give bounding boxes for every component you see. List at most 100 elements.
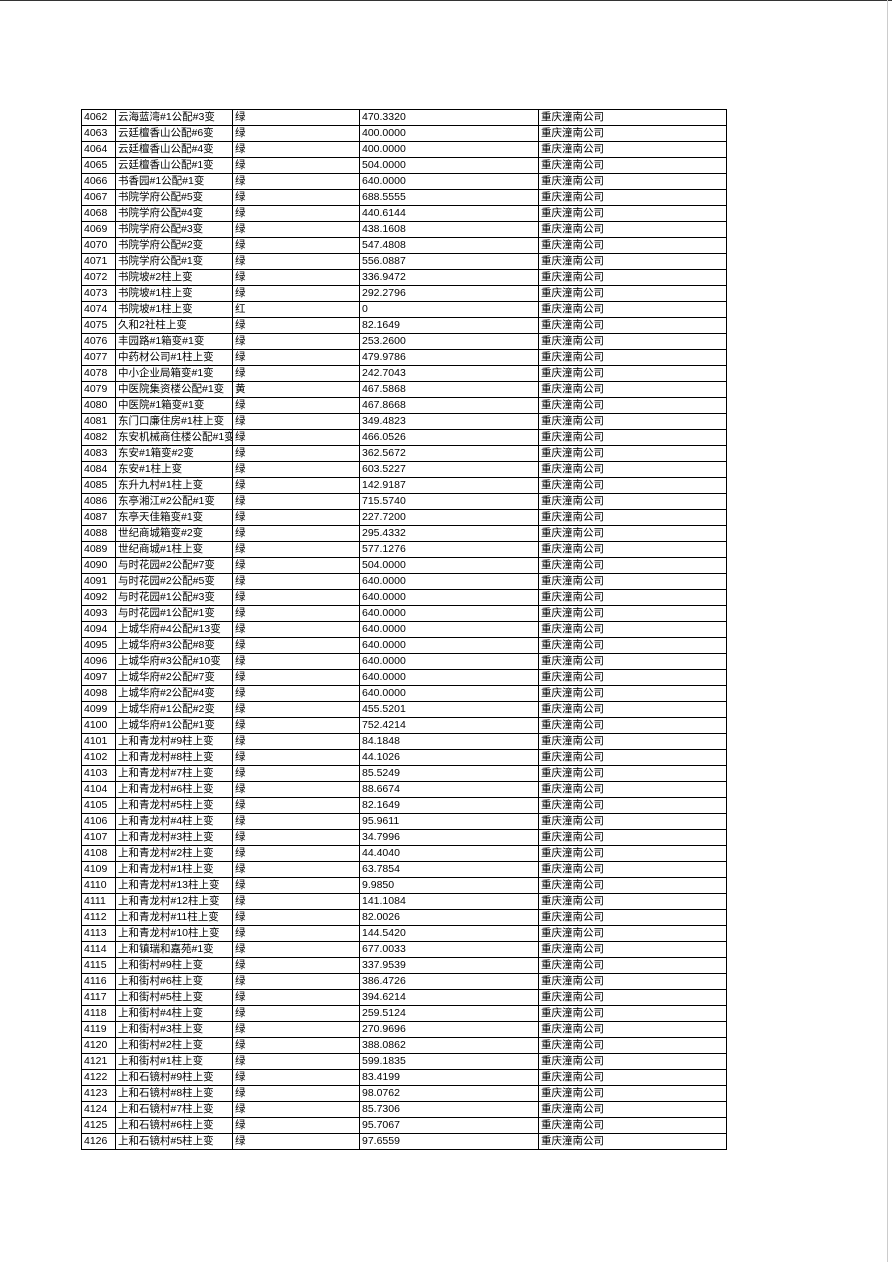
company-cell: 重庆潼南公司 <box>538 653 727 670</box>
status-color-cell: 绿 <box>232 509 360 526</box>
transformer-name-cell: 上和青龙村#3柱上变 <box>115 829 233 846</box>
company-cell: 重庆潼南公司 <box>538 1069 727 1086</box>
transformer-name-cell: 云海蓝湾#1公配#3变 <box>115 109 233 126</box>
table-row: 4126 上和石镜村#5柱上变绿 97.6559 重庆潼南公司 <box>81 1133 727 1150</box>
table-body: 4062 云海蓝湾#1公配#3变绿 470.3320 重庆潼南公司 4063 云廷檀香山公… <box>81 109 727 1150</box>
value-cell: 142.9187 <box>359 477 539 494</box>
value-cell: 9.9850 <box>359 877 539 894</box>
company-cell: 重庆潼南公司 <box>538 589 727 606</box>
company-cell: 重庆潼南公司 <box>538 637 727 654</box>
status-color-cell: 绿 <box>232 1021 360 1038</box>
table-row: 4090 与时花园#2公配#7变绿 504.0000 重庆潼南公司 <box>81 557 727 574</box>
transformer-name-cell: 上城华府#4公配#13变 <box>115 621 233 638</box>
value-cell: 349.4823 <box>359 413 539 430</box>
table-row: 4088 世纪商城箱变#2变绿 295.4332 重庆潼南公司 <box>81 525 727 542</box>
transformer-name-cell: 上城华府#3公配#8变 <box>115 637 233 654</box>
transformer-name-cell: 云廷檀香山公配#6变 <box>115 125 233 142</box>
transformer-name-cell: 上城华府#1公配#1变 <box>115 717 233 734</box>
value-cell: 337.9539 <box>359 957 539 974</box>
status-color-cell: 绿 <box>232 285 360 302</box>
value-cell: 44.1026 <box>359 749 539 766</box>
value-cell: 547.4808 <box>359 237 539 254</box>
value-cell: 0 <box>359 301 539 318</box>
transformer-name-cell: 上和街村#1柱上变 <box>115 1053 233 1070</box>
company-cell: 重庆潼南公司 <box>538 221 727 238</box>
value-cell: 259.5124 <box>359 1005 539 1022</box>
transformer-name-cell: 上城华府#3公配#10变 <box>115 653 233 670</box>
company-cell: 重庆潼南公司 <box>538 1037 727 1054</box>
row-id-cell: 4105 <box>81 797 116 814</box>
company-cell: 重庆潼南公司 <box>538 349 727 366</box>
transformer-name-cell: 书院学府公配#5变 <box>115 189 233 206</box>
company-cell: 重庆潼南公司 <box>538 253 727 270</box>
company-cell: 重庆潼南公司 <box>538 861 727 878</box>
row-id-cell: 4079 <box>81 381 116 398</box>
status-color-cell: 绿 <box>232 173 360 190</box>
row-id-cell: 4081 <box>81 413 116 430</box>
row-id-cell: 4070 <box>81 237 116 254</box>
status-color-cell: 绿 <box>232 829 360 846</box>
company-cell: 重庆潼南公司 <box>538 173 727 190</box>
company-cell: 重庆潼南公司 <box>538 701 727 718</box>
transformer-name-cell: 丰园路#1箱变#1变 <box>115 333 233 350</box>
company-cell: 重庆潼南公司 <box>538 733 727 750</box>
company-cell: 重庆潼南公司 <box>538 829 727 846</box>
row-id-cell: 4108 <box>81 845 116 862</box>
company-cell: 重庆潼南公司 <box>538 445 727 462</box>
status-color-cell: 绿 <box>232 1053 360 1070</box>
value-cell: 440.6144 <box>359 205 539 222</box>
value-cell: 640.0000 <box>359 669 539 686</box>
company-cell: 重庆潼南公司 <box>538 925 727 942</box>
transformer-name-cell: 世纪商城箱变#2变 <box>115 525 233 542</box>
row-id-cell: 4116 <box>81 973 116 990</box>
table-row: 4077 中药材公司#1柱上变绿 479.9786 重庆潼南公司 <box>81 349 727 366</box>
company-cell: 重庆潼南公司 <box>538 685 727 702</box>
row-id-cell: 4085 <box>81 477 116 494</box>
value-cell: 95.9611 <box>359 813 539 830</box>
transformer-name-cell: 上和青龙村#12柱上变 <box>115 893 233 910</box>
transformer-name-cell: 书院学府公配#2变 <box>115 237 233 254</box>
status-color-cell: 黄 <box>232 381 360 398</box>
status-color-cell: 绿 <box>232 1037 360 1054</box>
company-cell: 重庆潼南公司 <box>538 525 727 542</box>
value-cell: 640.0000 <box>359 173 539 190</box>
row-id-cell: 4063 <box>81 125 116 142</box>
status-color-cell: 绿 <box>232 237 360 254</box>
row-id-cell: 4096 <box>81 653 116 670</box>
transformer-name-cell: 上和青龙村#9柱上变 <box>115 733 233 750</box>
row-id-cell: 4089 <box>81 541 116 558</box>
status-color-cell: 绿 <box>232 269 360 286</box>
status-color-cell: 绿 <box>232 893 360 910</box>
row-id-cell: 4107 <box>81 829 116 846</box>
table-row: 4069 书院学府公配#3变绿 438.1608 重庆潼南公司 <box>81 221 727 238</box>
transformer-name-cell: 云廷檀香山公配#4变 <box>115 141 233 158</box>
row-id-cell: 4087 <box>81 509 116 526</box>
status-color-cell: 绿 <box>232 221 360 238</box>
transformer-name-cell: 上和青龙村#1柱上变 <box>115 861 233 878</box>
row-id-cell: 4114 <box>81 941 116 958</box>
table-row: 4097 上城华府#2公配#7变绿 640.0000 重庆潼南公司 <box>81 669 727 686</box>
company-cell: 重庆潼南公司 <box>538 909 727 926</box>
transformer-table: 4062 云海蓝湾#1公配#3变绿 470.3320 重庆潼南公司 4063 云廷檀香山公… <box>81 109 727 1150</box>
table-row: 4071 书院学府公配#1变绿 556.0887 重庆潼南公司 <box>81 253 727 270</box>
row-id-cell: 4090 <box>81 557 116 574</box>
status-color-cell: 绿 <box>232 125 360 142</box>
row-id-cell: 4118 <box>81 1005 116 1022</box>
row-id-cell: 4117 <box>81 989 116 1006</box>
table-row: 4083 东安#1箱变#2变绿 362.5672 重庆潼南公司 <box>81 445 727 462</box>
status-color-cell: 绿 <box>232 717 360 734</box>
table-row: 4103 上和青龙村#7柱上变绿 85.5249 重庆潼南公司 <box>81 765 727 782</box>
page-top-border <box>0 0 892 1</box>
transformer-name-cell: 上和青龙村#13柱上变 <box>115 877 233 894</box>
row-id-cell: 4088 <box>81 525 116 542</box>
row-id-cell: 4120 <box>81 1037 116 1054</box>
company-cell: 重庆潼南公司 <box>538 765 727 782</box>
table-row: 4111 上和青龙村#12柱上变绿 141.1084 重庆潼南公司 <box>81 893 727 910</box>
value-cell: 577.1276 <box>359 541 539 558</box>
status-color-cell: 绿 <box>232 477 360 494</box>
company-cell: 重庆潼南公司 <box>538 541 727 558</box>
value-cell: 95.7067 <box>359 1117 539 1134</box>
company-cell: 重庆潼南公司 <box>538 269 727 286</box>
row-id-cell: 4073 <box>81 285 116 302</box>
row-id-cell: 4068 <box>81 205 116 222</box>
